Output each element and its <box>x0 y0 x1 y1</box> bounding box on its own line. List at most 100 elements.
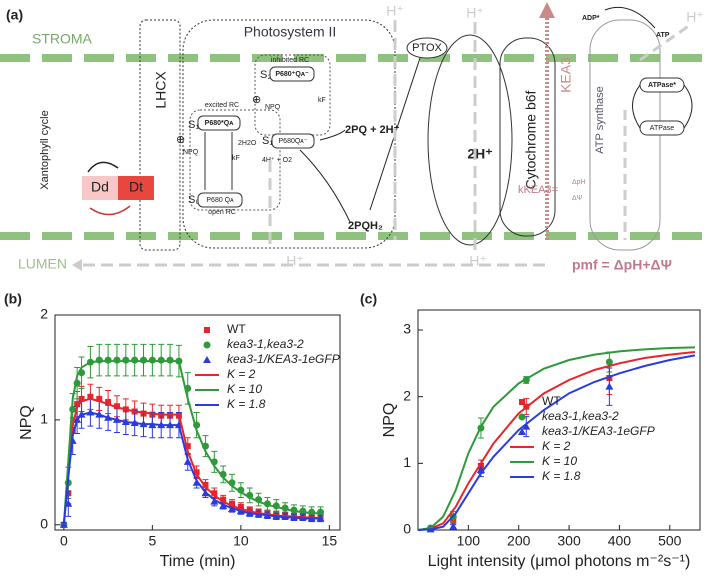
legend-label: kea3-1/KEA3-1eGFP <box>542 424 655 438</box>
y-tick-label: 0 <box>40 515 48 531</box>
cyt-shape <box>427 34 513 246</box>
model-line <box>417 354 696 531</box>
water: 2H2O <box>238 140 257 147</box>
arrow <box>604 6 656 29</box>
marker <box>522 422 531 430</box>
state: S₂ <box>260 69 272 81</box>
npq: NPQ <box>183 149 199 156</box>
y-tick-label: 2 <box>40 306 48 322</box>
marker <box>122 356 130 364</box>
arrowhead <box>72 259 82 271</box>
marker <box>166 356 174 364</box>
marker <box>104 356 112 364</box>
panel-label: (b) <box>4 291 22 307</box>
arrowhead <box>539 2 555 18</box>
model-line <box>417 346 695 531</box>
atpase: ATPase <box>650 125 674 132</box>
oxygen: 4H⁺ + O2 <box>262 157 292 164</box>
marker <box>105 399 112 406</box>
psii-label: Photosystem II <box>244 24 337 40</box>
pq: 2PQ + 2H⁺ <box>345 124 400 136</box>
legend-label: K = 10 <box>227 382 262 396</box>
arrow <box>632 84 693 129</box>
marker <box>237 503 244 510</box>
marker <box>211 490 218 497</box>
marker <box>202 481 209 488</box>
psii-box <box>182 19 396 249</box>
marker <box>605 382 614 390</box>
lhcx-box <box>139 19 181 251</box>
x-tick-label: 100 <box>457 533 481 549</box>
ptox-label: PTOX <box>412 42 442 54</box>
arrow <box>299 149 351 223</box>
marker <box>203 341 211 349</box>
marker <box>95 356 103 364</box>
p680: P680 Qᴀ <box>206 197 234 204</box>
adp: ADP* <box>582 15 600 22</box>
marker <box>113 356 121 364</box>
marker <box>148 356 156 364</box>
proton: H⁺ <box>466 5 484 21</box>
legend-label: K = 10 <box>542 454 577 468</box>
marker <box>518 428 526 435</box>
panel-label: (a) <box>6 7 23 23</box>
marker <box>449 522 458 530</box>
arrow <box>87 161 119 173</box>
model-line <box>62 411 321 525</box>
p680: P680Qᴀ⁻ <box>279 138 308 145</box>
model-line <box>417 351 696 531</box>
legend-label: kea3-1,kea3-2 <box>227 337 304 351</box>
atpase-star: ATPase* <box>648 82 676 89</box>
model-line <box>62 360 321 525</box>
legend-label: kea3-1/KEA3-1eGFP <box>227 352 340 366</box>
plot-frame <box>54 314 341 531</box>
marker <box>184 443 191 450</box>
x-tick-label: 200 <box>507 533 531 549</box>
panel-label: (c) <box>360 291 377 307</box>
diagram: (a) STROMA LUMEN LHCX Photosystem II Xan… <box>0 2 709 273</box>
marker <box>87 393 94 400</box>
stroma-label: STROMA <box>32 31 93 47</box>
state: S₁ <box>188 119 199 131</box>
y-axis-label: NPQ <box>381 403 398 438</box>
legend-label: K = 2 <box>542 439 571 453</box>
state: S₁ <box>262 135 273 147</box>
state: S₀ <box>188 194 200 206</box>
p680-box <box>269 66 315 82</box>
dpsi: ΔΨ <box>572 195 583 202</box>
dph: ΔpH <box>572 179 586 186</box>
p680-box <box>271 133 315 149</box>
plus: ⊕ <box>252 94 261 106</box>
lhcx-label: LHCX <box>153 71 169 109</box>
ptox <box>406 37 448 59</box>
marker <box>157 356 165 364</box>
cyt-shape <box>499 37 556 237</box>
kea3-label: KEA3 <box>558 57 574 93</box>
marker <box>210 497 219 505</box>
x-tick-label: 400 <box>608 533 632 549</box>
x-tick-label: 10 <box>233 533 249 549</box>
proton: H⁺ <box>386 3 404 19</box>
x-tick-label: 15 <box>322 533 338 549</box>
marker <box>204 327 210 333</box>
x-tick-label: 0 <box>60 533 68 549</box>
atp-synthase-label: ATP synthase <box>594 86 606 153</box>
cyt-label: Cytochrome b6f <box>523 90 539 189</box>
kkea3: kKEA3= <box>518 184 558 196</box>
p680: P680*Qᴀ <box>205 120 235 127</box>
kf: kF <box>232 155 240 162</box>
pqh2: 2PQH₂ <box>348 220 383 232</box>
p680-box <box>197 192 243 208</box>
marker <box>518 413 526 421</box>
marker <box>220 496 227 503</box>
y-axis-label: NPQ <box>18 405 35 440</box>
marker <box>605 358 613 366</box>
marker <box>78 395 85 402</box>
model-line <box>62 397 321 525</box>
xantophyll-label: Xantophyll cycle <box>39 110 51 190</box>
arrow <box>319 129 346 141</box>
npq: NPQ <box>265 104 281 111</box>
legend-label: kea3-1,kea3-2 <box>542 409 619 423</box>
dd-box <box>82 176 118 200</box>
